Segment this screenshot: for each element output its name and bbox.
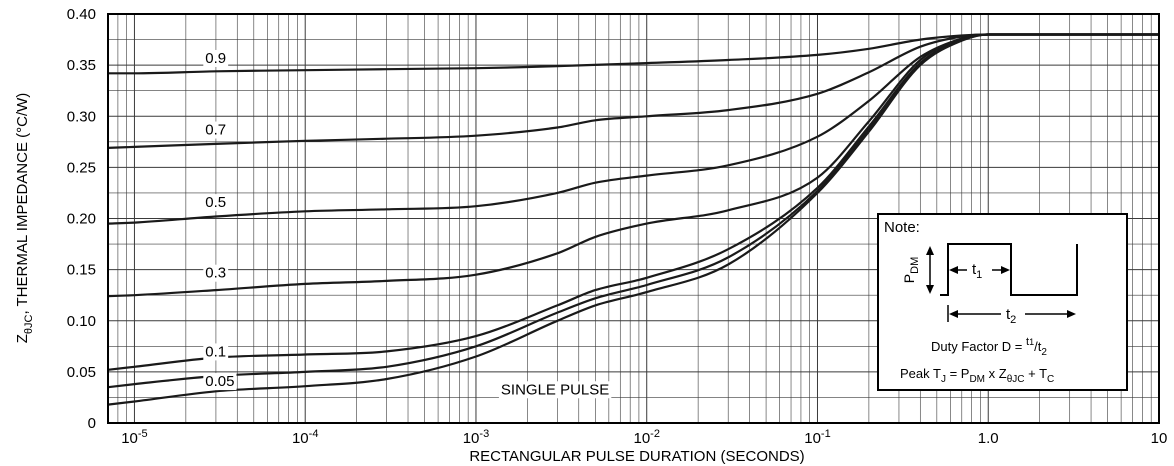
series-label: 0.5 [205,194,226,211]
x-tick-label: 10-4 [292,428,318,447]
x-tick-label: 1.0 [978,430,999,447]
t1-arrow-head-right [1001,266,1010,274]
curves [107,33,1159,406]
x-tick-label: 10-2 [633,428,659,447]
t2-arrow-head-left [949,310,958,318]
y-tick-label: 0.35 [67,57,96,74]
series-label-backing [203,49,229,67]
series-label-backing [203,343,229,361]
plot-frame [107,13,1160,424]
series-line-0.9 [108,33,1159,75]
pulse-waveform [940,243,1078,296]
y-tick-label: 0.25 [67,159,96,176]
y-axis-label: ZθJC, THERMAL IMPEDANCE (°C/W) [14,93,35,344]
series-line-0.3 [107,33,1159,298]
series-label: 0.3 [205,265,226,282]
series-line-0.7 [107,33,1159,149]
grid [107,14,1160,423]
x-tick-label: 10 [1151,430,1168,447]
y-tick-label: 0.40 [67,6,96,23]
t2-label: t2 [1006,306,1016,326]
series-label: 0.9 [205,50,226,67]
series-label: 0.7 [205,122,226,139]
series-label: 0.1 [205,343,226,360]
y-tick-label: 0.05 [67,364,96,381]
t1-arrow-head-left [949,266,958,274]
curve-labels: 0.9 0.7 0.5 0.3 0.1 0.05 SINGLE PULSE [203,49,612,399]
pdm-arrow-head-bottom [926,285,934,294]
y-tick-label: 0.20 [67,211,96,228]
series-label-backing [203,373,237,391]
series-label: SINGLE PULSE [501,381,609,398]
series-label-backing [203,121,229,139]
t1-label: t1 [972,261,982,281]
x-tick-label: 10-3 [463,428,489,447]
series-line-single-pulse [107,33,1159,406]
y-tick-label: 0.15 [67,262,96,279]
y-tick-label: 0 [88,415,96,432]
series-label: 0.05 [205,373,234,390]
y-tick-label: 0.10 [67,313,96,330]
note-box: Note: PDM t1 t2 Duty Factor D = t1/t2 [877,213,1128,391]
series-label-backing [203,194,229,212]
y-tick-label: 0.30 [67,108,96,125]
t2-arrow-head-right [1067,310,1076,318]
tick-labels: 0 0.05 0.10 0.15 0.20 0.25 0.30 0.35 0.40 10-5 10-… [67,6,1168,447]
x-tick-label: 10-1 [804,428,830,447]
x-tick-label: 10-5 [121,428,147,447]
duty-factor-text: Duty Factor D = t1/t2 [931,336,1047,358]
note-title: Note: [884,219,920,236]
x-axis-label: RECTANGULAR PULSE DURATION (SECONDS) [469,448,804,465]
series-label-backing [203,264,229,282]
series-label-backing [498,381,612,399]
peak-tj-text: Peak TJ = PDM x ZθJC + TC [900,366,1054,385]
pdm-label: PDM [901,257,921,283]
pdm-arrow-head-top [926,246,934,255]
